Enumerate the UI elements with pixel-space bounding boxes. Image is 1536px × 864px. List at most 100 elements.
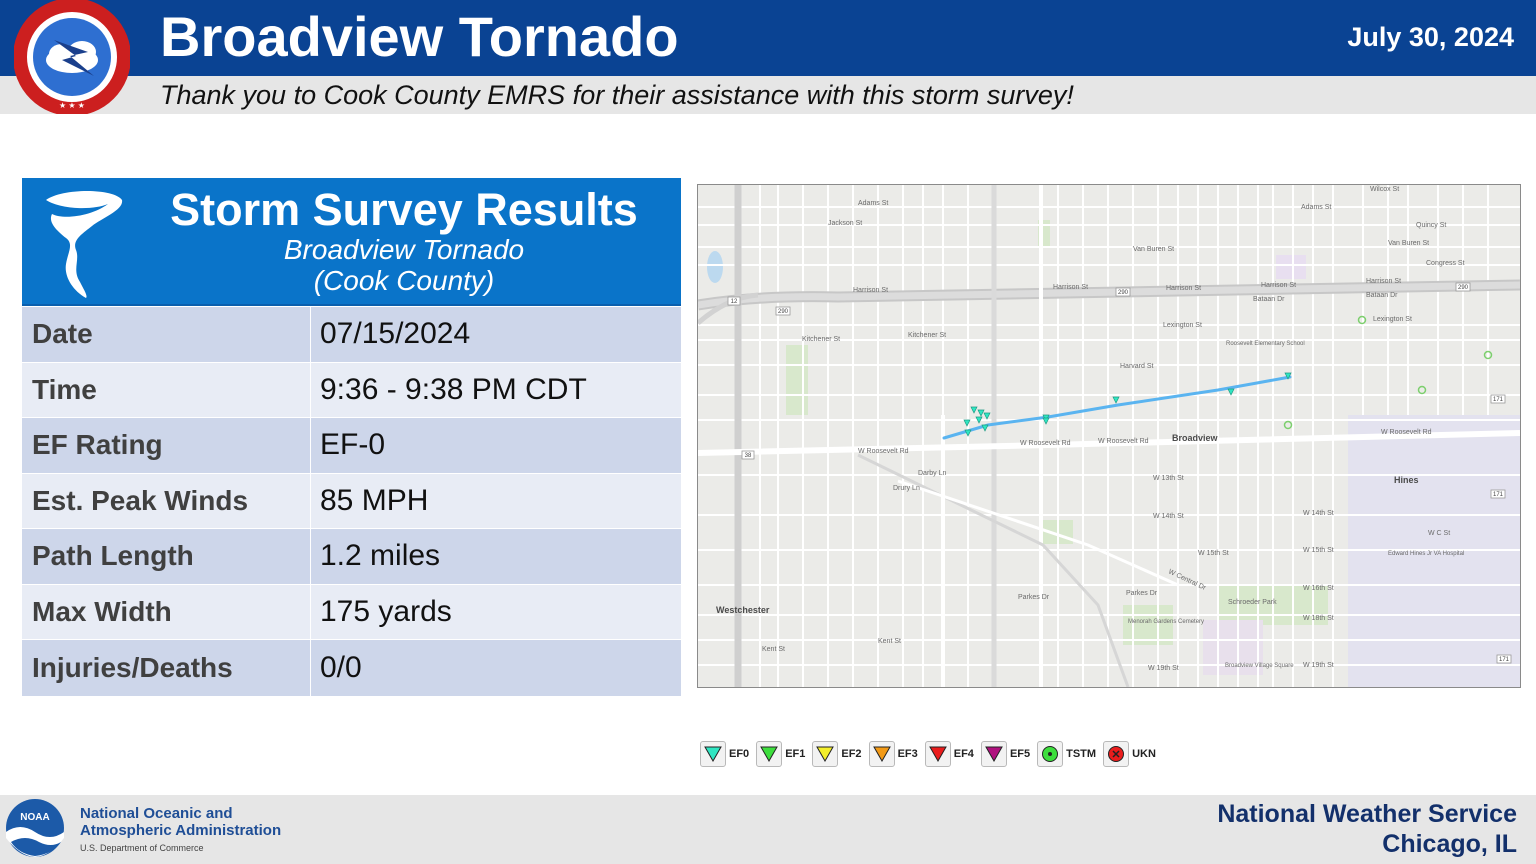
svg-text:Menorah Gardens Cemetery: Menorah Gardens Cemetery bbox=[1128, 619, 1204, 625]
svg-text:W 14th St: W 14th St bbox=[1153, 513, 1184, 520]
subtitle-band bbox=[0, 76, 1536, 114]
row-value-injuries: 0/0 bbox=[320, 650, 362, 684]
survey-card-title: Storm Survey Results bbox=[170, 184, 638, 235]
svg-text:Drury Ln: Drury Ln bbox=[893, 485, 920, 492]
svg-text:W C St: W C St bbox=[1428, 530, 1450, 537]
svg-text:Van Buren St: Van Buren St bbox=[1133, 246, 1174, 253]
row-value-time: 9:36 - 9:38 PM CDT bbox=[320, 372, 587, 406]
table-row: Path Length 1.2 miles bbox=[22, 529, 681, 585]
ef4-triangle-icon bbox=[924, 741, 951, 767]
table-row: Injuries/Deaths 0/0 bbox=[22, 640, 681, 696]
svg-text:W 16th St: W 16th St bbox=[1303, 585, 1334, 592]
row-value-peak-winds: 85 MPH bbox=[320, 483, 429, 517]
table-row: Date 07/15/2024 bbox=[22, 307, 681, 363]
svg-text:Kitchener St: Kitchener St bbox=[802, 336, 840, 343]
svg-text:Congress St: Congress St bbox=[1426, 260, 1465, 267]
svg-text:171: 171 bbox=[1493, 397, 1504, 403]
survey-card-header: Storm Survey Results Broadview Tornado (… bbox=[22, 178, 681, 306]
row-label-time: Time bbox=[22, 362, 311, 417]
map-canvas: Adams St Adams St Jackson St Van Buren S… bbox=[698, 185, 1520, 687]
place-broadview: Broadview bbox=[1172, 433, 1219, 443]
svg-text:Lexington St: Lexington St bbox=[1163, 322, 1202, 329]
survey-card-county: (Cook County) bbox=[313, 265, 495, 296]
street-grid bbox=[698, 185, 1520, 687]
svg-text:Harrison St: Harrison St bbox=[1261, 282, 1296, 289]
legend-item-ukn: UKN bbox=[1103, 741, 1156, 767]
table-row: Time 9:36 - 9:38 PM CDT bbox=[22, 362, 681, 418]
noaa-name-line2: Atmospheric Administration bbox=[80, 822, 282, 839]
row-label-date: Date bbox=[22, 307, 311, 362]
svg-text:Adams St: Adams St bbox=[1301, 204, 1331, 211]
svg-text:Parkes Dr: Parkes Dr bbox=[1018, 594, 1050, 601]
school-area bbox=[1276, 255, 1306, 279]
svg-text:Harrison St: Harrison St bbox=[1053, 284, 1088, 291]
svg-text:Van Buren St: Van Buren St bbox=[1388, 240, 1429, 247]
place-westchester: Westchester bbox=[716, 605, 770, 615]
row-label-peak-winds: Est. Peak Winds bbox=[22, 473, 311, 528]
poi-labels: Roosevelt Elementary School Edward Hines… bbox=[1128, 341, 1464, 669]
svg-text:W 15th St: W 15th St bbox=[1198, 550, 1229, 557]
footer-band bbox=[0, 795, 1536, 864]
svg-text:12: 12 bbox=[731, 299, 738, 305]
park-area bbox=[786, 345, 808, 415]
table-row: EF Rating EF-0 bbox=[22, 418, 681, 474]
svg-text:★ ★ ★: ★ ★ ★ bbox=[59, 101, 85, 110]
nws-office: Chicago, IL bbox=[1382, 830, 1517, 858]
noaa-name-line1: National Oceanic and bbox=[80, 805, 233, 822]
nws-name: National Weather Service bbox=[1217, 800, 1517, 828]
svg-text:171: 171 bbox=[1493, 492, 1504, 498]
svg-text:Bataan Dr: Bataan Dr bbox=[1253, 296, 1285, 303]
svg-text:38: 38 bbox=[745, 453, 752, 459]
svg-text:W Roosevelt Rd: W Roosevelt Rd bbox=[1381, 429, 1432, 436]
map-labels: Adams St Adams St Jackson St Van Buren S… bbox=[762, 186, 1465, 672]
noaa-department: U.S. Department of Commerce bbox=[80, 843, 204, 853]
header-date: July 30, 2024 bbox=[1347, 22, 1514, 52]
svg-text:W Roosevelt Rd: W Roosevelt Rd bbox=[1098, 438, 1149, 445]
svg-text:290: 290 bbox=[1118, 290, 1129, 296]
row-value-date: 07/15/2024 bbox=[320, 317, 471, 351]
svg-text:W Roosevelt Rd: W Roosevelt Rd bbox=[1020, 440, 1071, 447]
ef0-damage-markers bbox=[963, 372, 1292, 437]
ef0-triangle-icon bbox=[700, 741, 726, 767]
table-row: Max Width 175 yards bbox=[22, 584, 681, 640]
svg-text:W 15th St: W 15th St bbox=[1303, 547, 1334, 554]
pond bbox=[707, 251, 723, 283]
row-value-max-width: 175 yards bbox=[320, 594, 452, 628]
svg-text:Wilcox St: Wilcox St bbox=[1370, 186, 1399, 193]
svg-text:Roosevelt Elementary School: Roosevelt Elementary School bbox=[1226, 341, 1305, 347]
place-labels: Westchester Broadview Hines bbox=[716, 433, 1419, 615]
svg-text:Quincy St: Quincy St bbox=[1416, 222, 1446, 229]
svg-text:Bataan Dr: Bataan Dr bbox=[1366, 292, 1398, 299]
survey-card-subtitle: Broadview Tornado bbox=[283, 234, 525, 265]
svg-text:Kitchener St: Kitchener St bbox=[908, 332, 946, 339]
page-title: Broadview Tornado bbox=[160, 5, 679, 68]
svg-text:Broadview Village Square: Broadview Village Square bbox=[1225, 663, 1294, 669]
svg-text:Harrison St: Harrison St bbox=[1166, 285, 1201, 292]
svg-text:Kent St: Kent St bbox=[762, 646, 785, 653]
ukn-circle-icon bbox=[1103, 741, 1130, 767]
legend-item-ef4: EF4 bbox=[924, 741, 974, 767]
ef5-triangle-icon bbox=[980, 741, 1007, 767]
table-row: Est. Peak Winds 85 MPH bbox=[22, 473, 681, 529]
damage-path-map[interactable]: Adams St Adams St Jackson St Van Buren S… bbox=[697, 184, 1521, 688]
page-subtitle: Thank you to Cook County EMRS for their … bbox=[160, 80, 1074, 110]
header-band bbox=[0, 0, 1536, 76]
legend-item-ef5: EF5 bbox=[980, 741, 1030, 767]
svg-text:290: 290 bbox=[1458, 285, 1469, 291]
row-value-ef-rating: EF-0 bbox=[320, 428, 386, 462]
nws-logo: ★ ★ ★ bbox=[14, 0, 130, 114]
tornado-icon bbox=[46, 191, 123, 298]
svg-text:Kent St: Kent St bbox=[878, 638, 901, 645]
row-label-max-width: Max Width bbox=[22, 584, 311, 639]
svg-text:Harrison St: Harrison St bbox=[853, 287, 888, 294]
ef2-triangle-icon bbox=[812, 741, 839, 767]
legend-item-tstm: TSTM bbox=[1037, 741, 1096, 767]
svg-text:Edward Hines Jr VA Hospital: Edward Hines Jr VA Hospital bbox=[1388, 551, 1464, 557]
svg-text:W 19th St: W 19th St bbox=[1303, 662, 1334, 669]
legend-item-ef2: EF2 bbox=[812, 741, 862, 767]
row-value-path-length: 1.2 miles bbox=[320, 539, 441, 573]
noaa-logo: NOAA bbox=[6, 799, 64, 857]
tornado-track bbox=[942, 375, 1292, 440]
svg-text:W Roosevelt Rd: W Roosevelt Rd bbox=[858, 448, 909, 455]
